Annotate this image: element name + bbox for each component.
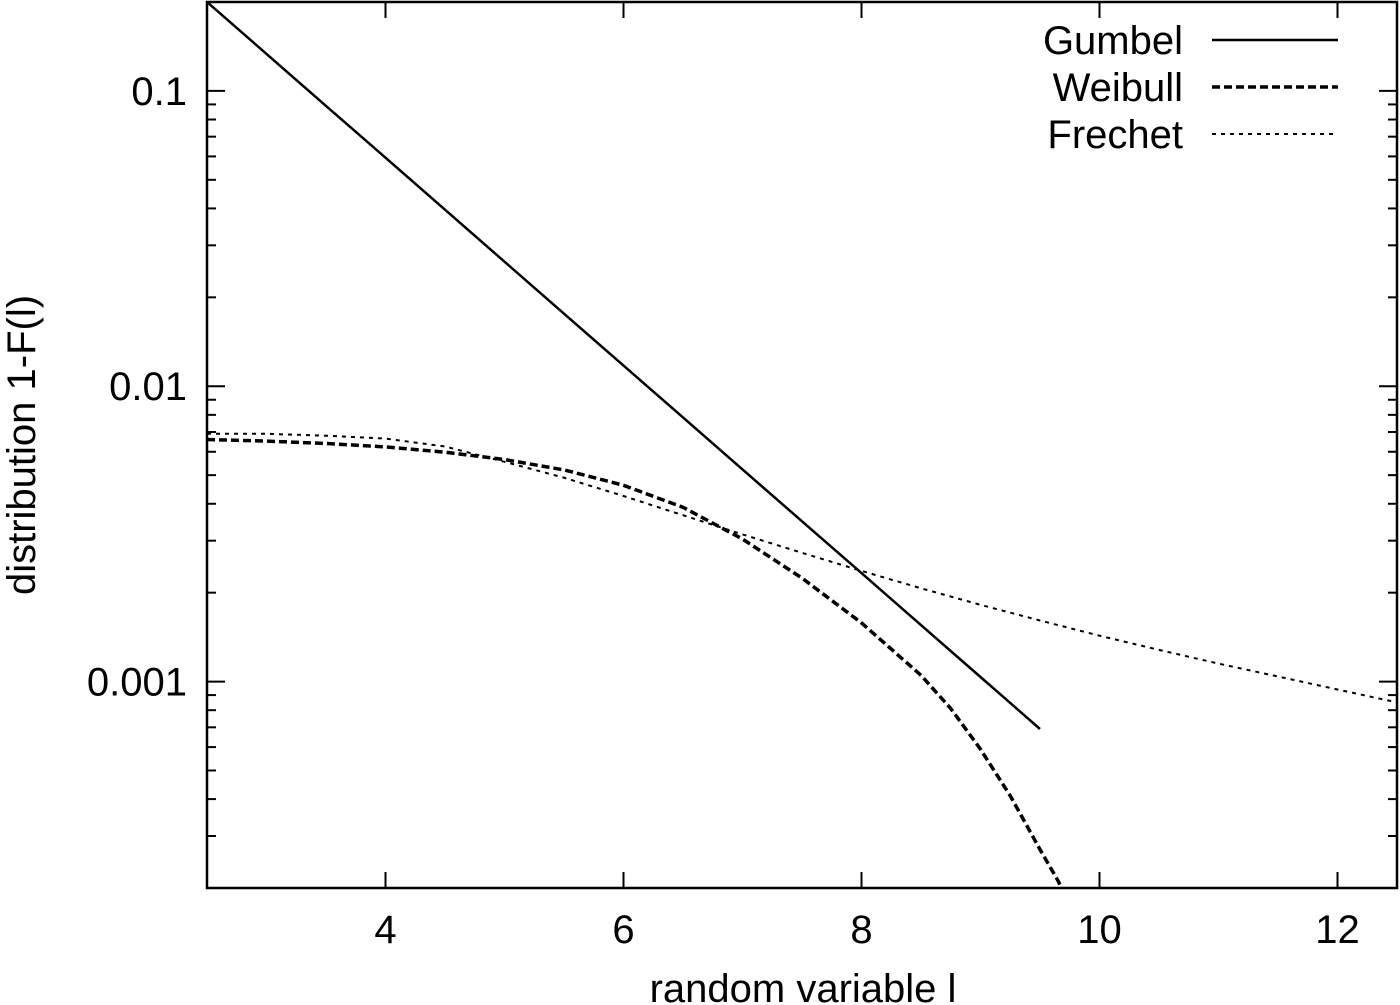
x-tick-label: 10 — [1077, 908, 1122, 952]
y-tick-label: 0.1 — [131, 70, 187, 114]
series-line-gumbel — [207, 2, 1041, 730]
series-line-frechet — [207, 432, 1397, 704]
series-layer — [207, 2, 1397, 888]
x-axis-label: random variable l — [650, 967, 957, 1005]
y-tick-label: 0.01 — [109, 365, 187, 409]
x-tick-label: 4 — [374, 908, 396, 952]
plot-area — [205, 0, 1399, 890]
labels-layer: 4 6 8 10 12 0.1 0.01 0.001 — [87, 70, 1360, 952]
y-tick-label: 0.001 — [87, 661, 187, 705]
legend-label-gumbel: Gumbel — [1043, 19, 1183, 63]
legend-label-frechet: Frechet — [1047, 113, 1183, 157]
series-line-weibull — [207, 437, 1064, 888]
x-tick-label: 12 — [1315, 908, 1360, 952]
legend-label-weibull: Weibull — [1053, 66, 1183, 110]
y-axis-label: distribution 1-F(l) — [0, 295, 44, 595]
x-tick-label: 6 — [612, 908, 634, 952]
x-tick-label: 8 — [850, 908, 872, 952]
ticks-layer — [207, 1, 1397, 889]
plot-frame — [205, 0, 1399, 890]
